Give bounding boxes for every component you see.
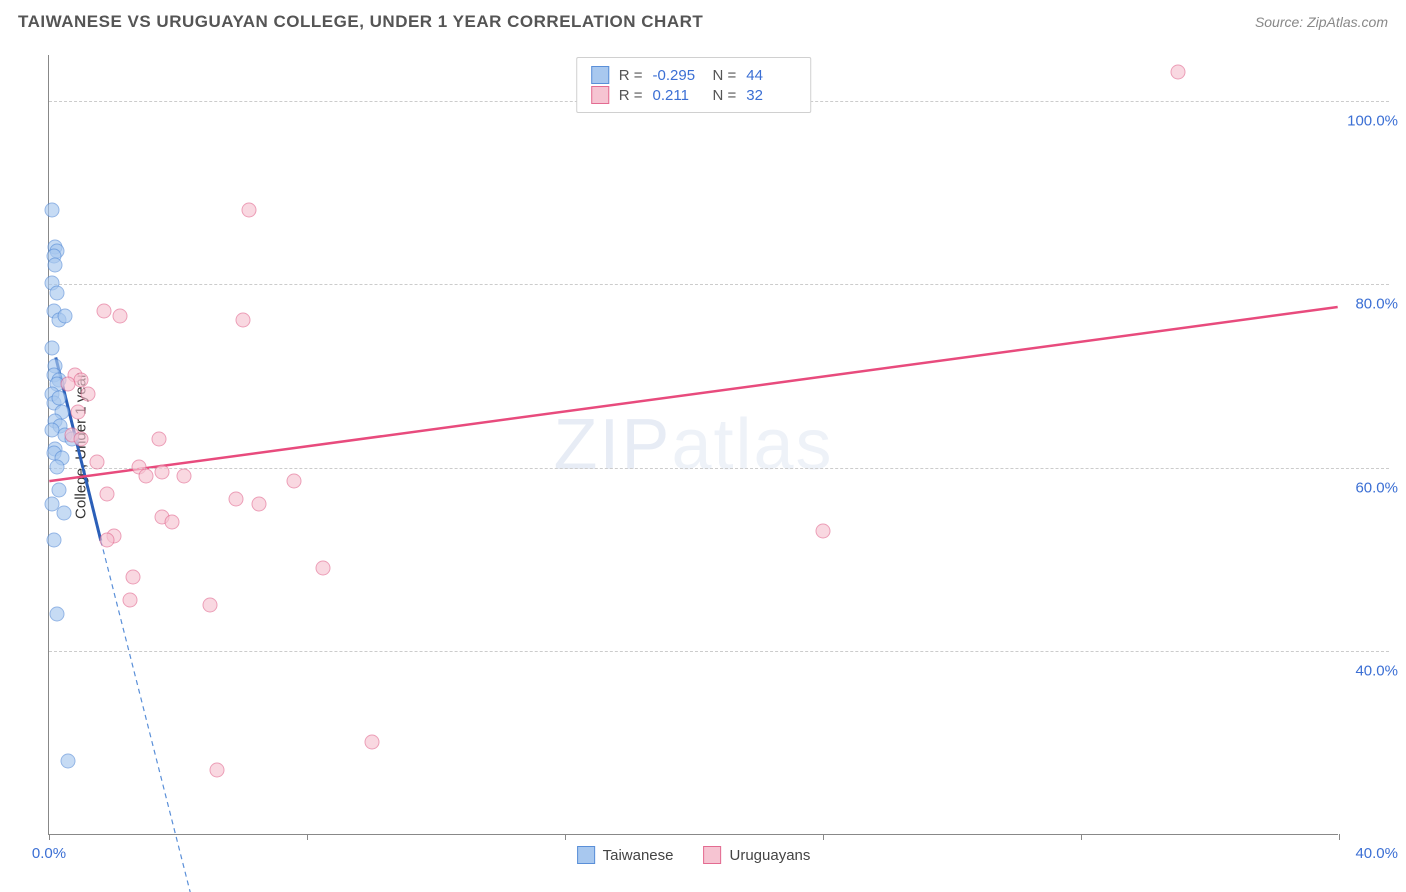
trend-line [101,541,211,892]
data-point [138,469,153,484]
chart-title: TAIWANESE VS URUGUAYAN COLLEGE, UNDER 1 … [18,12,703,32]
data-point [51,391,66,406]
gridline-horizontal [49,284,1389,285]
data-point [50,606,65,621]
x-tick [565,834,566,840]
data-point [51,482,66,497]
data-point [50,285,65,300]
data-point [177,469,192,484]
data-point [71,404,86,419]
data-point [151,432,166,447]
data-point [96,303,111,318]
x-tick-label: 0.0% [32,845,66,862]
swatch-uruguayans-bottom [704,846,722,864]
y-tick-label: 80.0% [1355,296,1398,313]
data-point [316,560,331,575]
data-point [241,203,256,218]
trend-lines-layer [49,55,1338,834]
gridline-horizontal [49,651,1389,652]
data-point [80,386,95,401]
data-point [45,203,60,218]
data-point [287,473,302,488]
data-point [816,524,831,539]
data-point [125,570,140,585]
y-tick-label: 40.0% [1355,663,1398,680]
legend-item-taiwanese: Taiwanese [577,846,674,864]
data-point [61,753,76,768]
legend-item-uruguayans: Uruguayans [704,846,811,864]
data-point [58,308,73,323]
gridline-horizontal [49,468,1389,469]
data-point [122,593,137,608]
x-tick-label: 40.0% [1355,845,1398,862]
swatch-taiwanese [591,66,609,84]
data-point [235,313,250,328]
data-point [45,340,60,355]
data-point [229,492,244,507]
data-point [112,308,127,323]
data-point [46,533,61,548]
data-point [61,377,76,392]
data-point [74,432,89,447]
y-tick-label: 60.0% [1355,479,1398,496]
data-point [90,455,105,470]
swatch-uruguayans [591,86,609,104]
data-point [203,597,218,612]
data-point [251,496,266,511]
data-point [50,459,65,474]
data-point [1170,65,1185,80]
y-tick-label: 100.0% [1347,112,1398,129]
data-point [48,258,63,273]
data-point [56,505,71,520]
x-tick [1081,834,1082,840]
swatch-taiwanese-bottom [577,846,595,864]
data-point [100,487,115,502]
data-point [74,372,89,387]
data-point [209,762,224,777]
scatter-plot-area: ZIPatlas R = -0.295 N = 44 R = 0.211 N =… [48,55,1338,835]
watermark-text: ZIPatlas [553,404,833,486]
x-tick [823,834,824,840]
data-point [154,464,169,479]
trend-line [49,307,1337,481]
legend-row-taiwanese: R = -0.295 N = 44 [591,66,797,84]
legend-row-uruguayans: R = 0.211 N = 32 [591,86,797,104]
series-legend: Taiwanese Uruguayans [577,846,811,864]
correlation-legend: R = -0.295 N = 44 R = 0.211 N = 32 [576,57,812,113]
x-tick [49,834,50,840]
x-tick [1339,834,1340,840]
data-point [364,735,379,750]
x-tick [307,834,308,840]
source-attribution: Source: ZipAtlas.com [1255,14,1388,30]
data-point [164,515,179,530]
data-point [100,533,115,548]
